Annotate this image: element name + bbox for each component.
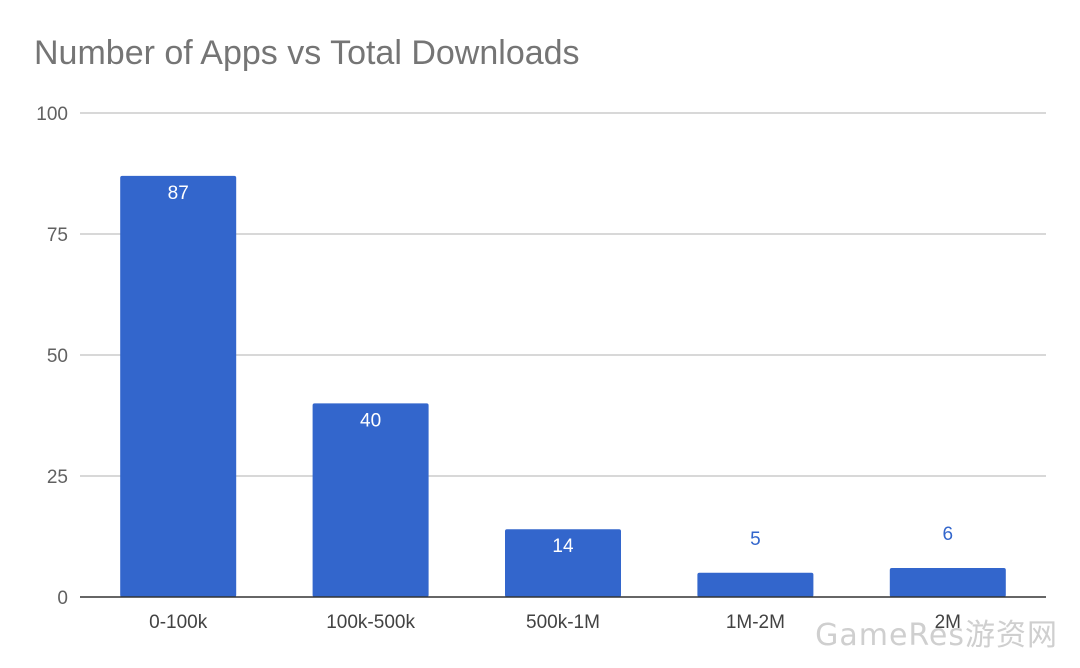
y-tick-label: 25 bbox=[47, 467, 68, 488]
y-axis-ticks: 0 25 50 75 100 bbox=[36, 104, 68, 609]
bar bbox=[889, 567, 1006, 597]
y-tick-label: 50 bbox=[47, 346, 68, 367]
data-label: 87 bbox=[168, 183, 189, 204]
bar bbox=[312, 403, 429, 597]
y-tick-label: 0 bbox=[57, 588, 68, 609]
data-label: 5 bbox=[750, 529, 761, 550]
bar bbox=[697, 572, 814, 597]
y-tick-label: 100 bbox=[36, 104, 68, 125]
data-label: 6 bbox=[943, 524, 954, 545]
x-tick-label: 2M bbox=[935, 612, 961, 633]
x-tick-label: 500k-1M bbox=[526, 612, 600, 633]
gridlines bbox=[80, 112, 1046, 477]
chart-title: Number of Apps vs Total Downloads bbox=[34, 34, 580, 72]
data-label: 14 bbox=[552, 536, 574, 557]
x-axis-ticks: 0-100k 100k-500k 500k-1M 1M-2M 2M bbox=[149, 612, 961, 633]
watermark-logo: GameRes游资网 bbox=[815, 618, 1058, 653]
data-label: 40 bbox=[360, 410, 381, 431]
x-tick-label: 1M-2M bbox=[726, 612, 785, 633]
bar bbox=[120, 175, 237, 598]
x-tick-label: 0-100k bbox=[149, 612, 208, 633]
bar bbox=[505, 529, 621, 597]
y-tick-label: 75 bbox=[47, 225, 68, 246]
bars: 87 40 14 5 6 bbox=[120, 175, 1006, 598]
x-tick-label: 100k-500k bbox=[326, 612, 415, 633]
